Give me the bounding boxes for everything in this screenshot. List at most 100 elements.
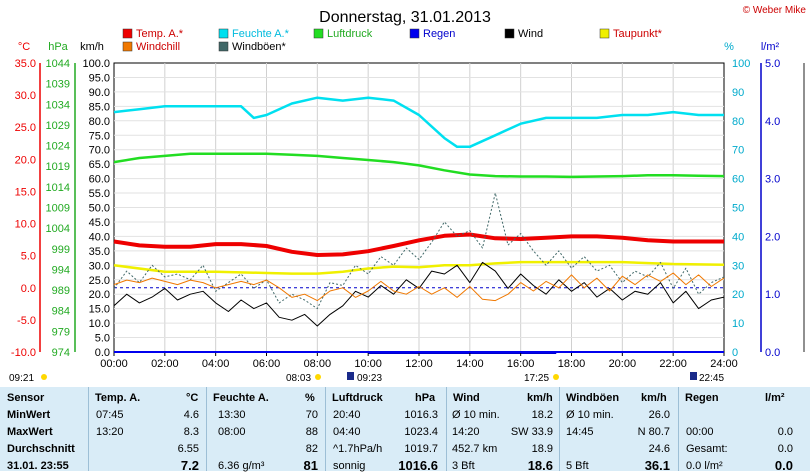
wind-tick-label: 30.0 — [89, 260, 110, 272]
pressure-tick-label: 1024 — [46, 141, 70, 153]
wind-tick-label: 85.0 — [89, 101, 110, 113]
series-wind — [113, 261, 725, 327]
wind-tick-label: 25.0 — [89, 275, 110, 287]
table-divider — [559, 387, 560, 471]
x-tick-label: 20:00 — [609, 358, 637, 370]
x-tick-label: 18:00 — [558, 358, 586, 370]
table-cell-hum-t: 6.36 g/m³ — [218, 460, 265, 472]
table-cell-wind-t: 452.7 km — [452, 443, 498, 455]
sun-icon — [41, 374, 47, 380]
hdr-wind-unit: km/h — [527, 392, 553, 404]
pressure-tick-label: 984 — [52, 306, 70, 318]
wind-tick-label: 40.0 — [89, 231, 110, 243]
series-feuchte-a — [113, 96, 724, 149]
table-cell-label: Durchschnitt — [7, 443, 75, 455]
legend-swatch — [122, 28, 133, 39]
rain-tick-label: 5.0 — [765, 58, 780, 70]
chart-title: Donnerstag, 31.01.2013 — [319, 9, 491, 26]
table-cell-wind-t: 3 Bft — [452, 460, 475, 472]
axis-ticks: 35.0 30.0 25.0 20.0 15.0 10.0 5.0 0.0 -5.0 -10.0 1… — [11, 58, 805, 370]
x-tick-label: 06:00 — [253, 358, 281, 370]
hdr-press: Luftdruck — [332, 392, 383, 404]
moon-icon — [347, 372, 354, 380]
series-lines — [113, 96, 725, 353]
wind-tick-label: 15.0 — [89, 304, 110, 316]
pressure-tick-label: 979 — [52, 326, 70, 338]
wind-tick-label: 20.0 — [89, 289, 110, 301]
x-tick-label: 08:00 — [304, 358, 332, 370]
table-cell-temp-v: 4.6 — [183, 409, 199, 421]
marker-moon-set: 09:23 — [357, 373, 382, 384]
wind-tick-label: 95.0 — [89, 72, 110, 84]
humidity-tick-label: 100 — [732, 58, 750, 70]
table-cell-wind-t: Ø 10 min. — [452, 409, 500, 421]
x-tick-label: 02:00 — [151, 358, 179, 370]
x-tick-label: 16:00 — [507, 358, 535, 370]
marker-sunset: 17:25 — [524, 373, 549, 384]
table-divider — [206, 387, 207, 471]
stats-table: Sensor Temp. A. °C Feuchte A. % Luftdruc… — [0, 387, 810, 473]
hdr-sensor: Sensor — [7, 392, 45, 404]
table-cell-hum-v: 82 — [305, 443, 318, 455]
table-cell-press-v: 1016.3 — [404, 409, 438, 421]
table-cell-label: MaxWert — [7, 426, 53, 438]
humidity-tick-label: 80 — [732, 116, 744, 128]
wind-tick-label: 75.0 — [89, 130, 110, 142]
legend-swatch — [504, 28, 515, 39]
table-cell-gust-v: 36.1 — [644, 458, 670, 473]
table-cell-rain-v: 0.0 — [777, 443, 793, 455]
hum-unit-label: % — [724, 41, 734, 53]
hdr-press-unit: hPa — [415, 392, 436, 404]
rain-tick-label: 2.0 — [765, 231, 780, 243]
table-cell-wind-v: 18.2 — [531, 409, 553, 421]
pressure-tick-label: 1014 — [46, 182, 70, 194]
temp-tick-label: -5.0 — [17, 315, 36, 327]
legend-swatch — [313, 28, 324, 39]
marker-sunrise: 08:03 — [286, 373, 311, 384]
wind-tick-label: 10.0 — [89, 318, 110, 330]
table-cell-rain-t: 0.0 l/m² — [686, 460, 723, 472]
credit-text[interactable]: © Weber Mike — [743, 5, 807, 16]
wind-tick-label: 50.0 — [89, 203, 110, 215]
table-cell-gust-t: 5 Bft — [566, 460, 589, 472]
series-windb-en — [113, 192, 725, 310]
pressure-tick-label: 1004 — [46, 223, 70, 235]
marker-sunrise-left: 09:21 — [9, 373, 34, 384]
rain-tick-label: 3.0 — [765, 174, 780, 186]
pressure-tick-label: 974 — [52, 347, 70, 359]
legend-label: Temp. A.* — [136, 28, 184, 40]
table-divider — [678, 387, 679, 471]
table-cell-gust-t: 14:45 — [566, 426, 594, 438]
hdr-wind: Wind — [453, 392, 480, 404]
hdr-rain: Regen — [685, 392, 719, 404]
table-cell-press-t: ^1.7hPa/h — [333, 443, 383, 455]
legend-swatch — [218, 41, 229, 52]
table-cell-temp-v: 7.2 — [180, 458, 199, 473]
temp-tick-label: 35.0 — [15, 58, 36, 70]
x-tick-label: 24:00 — [710, 358, 738, 370]
temp-tick-label: 0.0 — [21, 283, 36, 295]
humidity-tick-label: 30 — [732, 260, 744, 272]
table-divider — [446, 387, 447, 471]
table-cell-press-v: 1019.7 — [404, 443, 438, 455]
legend-label: Windböen* — [232, 41, 287, 53]
table-cell-gust-v: 26.0 — [648, 409, 670, 421]
table-cell-label: MinWert — [7, 409, 51, 421]
temp-tick-label: -10.0 — [11, 347, 36, 359]
x-tick-label: 14:00 — [456, 358, 484, 370]
table-cell-rain-v: 0.0 — [777, 426, 793, 438]
series-temp-a — [113, 232, 724, 257]
sun-icon — [315, 374, 321, 380]
table-cell-press-t: sonnig — [333, 460, 366, 472]
table-cell-hum-v: 70 — [305, 409, 318, 421]
humidity-tick-label: 10 — [732, 318, 744, 330]
marker-moon-rise: 22:45 — [699, 373, 724, 384]
hdr-gust-unit: km/h — [641, 392, 667, 404]
table-cell-hum-v: 81 — [303, 458, 318, 473]
temp-unit-label: °C — [18, 41, 30, 53]
temp-tick-label: 30.0 — [15, 90, 36, 102]
legend-swatch — [409, 28, 420, 39]
table-cell-gust-t: Ø 10 min. — [566, 409, 614, 421]
table-cell-temp-t: 07:45 — [96, 409, 124, 421]
legend-swatch — [599, 28, 610, 39]
